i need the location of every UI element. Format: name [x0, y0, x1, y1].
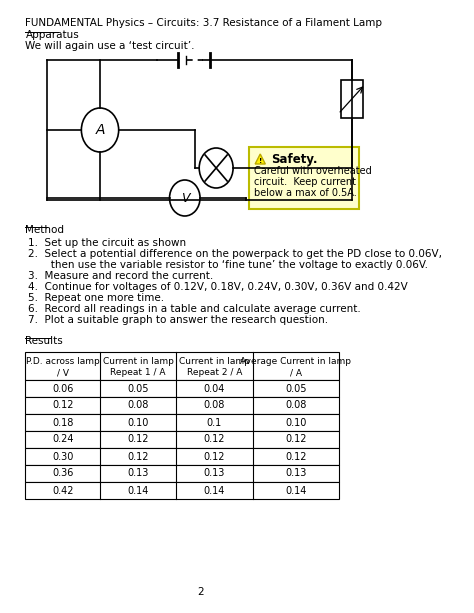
- Text: 6.  Record all readings in a table and calculate average current.: 6. Record all readings in a table and ca…: [28, 304, 361, 314]
- Text: Safety.: Safety.: [271, 153, 318, 166]
- Text: 5.  Repeat one more time.: 5. Repeat one more time.: [28, 293, 164, 303]
- Text: FUNDAMENTAL Physics – Circuits: 3.7 Resistance of a Filament Lamp: FUNDAMENTAL Physics – Circuits: 3.7 Resi…: [26, 18, 383, 28]
- Bar: [26, 465, 339, 482]
- Text: 0.12: 0.12: [128, 435, 149, 444]
- Text: Repeat 2 / A: Repeat 2 / A: [187, 368, 242, 377]
- Text: 0.13: 0.13: [285, 468, 307, 479]
- Text: 0.08: 0.08: [204, 400, 225, 411]
- Text: 4.  Continue for voltages of 0.12V, 0.18V, 0.24V, 0.30V, 0.36V and 0.42V: 4. Continue for voltages of 0.12V, 0.18V…: [28, 282, 408, 292]
- Text: A: A: [95, 123, 105, 137]
- Text: 7.  Plot a suitable graph to answer the research question.: 7. Plot a suitable graph to answer the r…: [28, 315, 328, 325]
- Text: P.D. across lamp: P.D. across lamp: [26, 357, 100, 366]
- Text: 0.10: 0.10: [285, 417, 307, 427]
- Text: 0.08: 0.08: [285, 400, 307, 411]
- Text: 0.05: 0.05: [285, 384, 307, 394]
- Text: then use the variable resistor to ‘fine tune’ the voltage to exactly 0.06V.: then use the variable resistor to ‘fine …: [28, 260, 428, 270]
- Text: Repeat 1 / A: Repeat 1 / A: [110, 368, 166, 377]
- Text: 2: 2: [198, 587, 204, 597]
- Bar: [26, 448, 339, 465]
- Text: 0.06: 0.06: [52, 384, 73, 394]
- Polygon shape: [255, 154, 265, 164]
- Text: / V: / V: [57, 368, 69, 377]
- Text: 0.36: 0.36: [52, 468, 73, 479]
- Text: Current in lamp: Current in lamp: [179, 357, 250, 366]
- Text: 0.42: 0.42: [52, 485, 73, 495]
- Text: 0.24: 0.24: [52, 435, 73, 444]
- Text: !: !: [259, 158, 262, 164]
- Text: 0.10: 0.10: [128, 417, 149, 427]
- Bar: [341, 80, 363, 118]
- Bar: [26, 414, 339, 431]
- Text: Careful with overheated: Careful with overheated: [254, 166, 372, 176]
- Text: below a max of 0.5A.: below a max of 0.5A.: [254, 188, 357, 198]
- Text: 0.04: 0.04: [204, 384, 225, 394]
- Text: 0.08: 0.08: [128, 400, 149, 411]
- FancyBboxPatch shape: [249, 147, 359, 209]
- Text: 0.12: 0.12: [204, 435, 225, 444]
- Text: We will again use a ‘test circuit’.: We will again use a ‘test circuit’.: [26, 41, 195, 51]
- Text: 0.12: 0.12: [128, 452, 149, 462]
- Text: 0.14: 0.14: [204, 485, 225, 495]
- Bar: [26, 397, 339, 414]
- Bar: [26, 482, 339, 499]
- Text: 0.30: 0.30: [52, 452, 73, 462]
- Text: 0.05: 0.05: [128, 384, 149, 394]
- Bar: [26, 352, 339, 380]
- Text: 1.  Set up the circuit as shown: 1. Set up the circuit as shown: [28, 238, 186, 248]
- Text: Current in lamp: Current in lamp: [103, 357, 173, 366]
- Text: V: V: [181, 191, 189, 205]
- Text: / A: / A: [290, 368, 302, 377]
- Text: 0.13: 0.13: [128, 468, 149, 479]
- Bar: [26, 380, 339, 397]
- Text: 0.12: 0.12: [204, 452, 225, 462]
- Text: 0.14: 0.14: [285, 485, 307, 495]
- Text: circuit.  Keep current: circuit. Keep current: [254, 177, 356, 187]
- Text: 0.1: 0.1: [207, 417, 222, 427]
- Text: 3.  Measure and record the current.: 3. Measure and record the current.: [28, 271, 213, 281]
- Text: 2.  Select a potential difference on the powerpack to get the PD close to 0.06V,: 2. Select a potential difference on the …: [28, 249, 442, 259]
- Text: Method: Method: [26, 225, 64, 235]
- Text: 0.14: 0.14: [128, 485, 149, 495]
- Text: Apparatus: Apparatus: [26, 30, 79, 40]
- Text: 0.12: 0.12: [52, 400, 73, 411]
- Bar: [26, 431, 339, 448]
- Text: 0.13: 0.13: [204, 468, 225, 479]
- Text: Results: Results: [26, 336, 63, 346]
- Text: 0.12: 0.12: [285, 435, 307, 444]
- Text: 0.18: 0.18: [52, 417, 73, 427]
- Text: Average Current in lamp: Average Current in lamp: [240, 357, 351, 366]
- Text: 0.12: 0.12: [285, 452, 307, 462]
